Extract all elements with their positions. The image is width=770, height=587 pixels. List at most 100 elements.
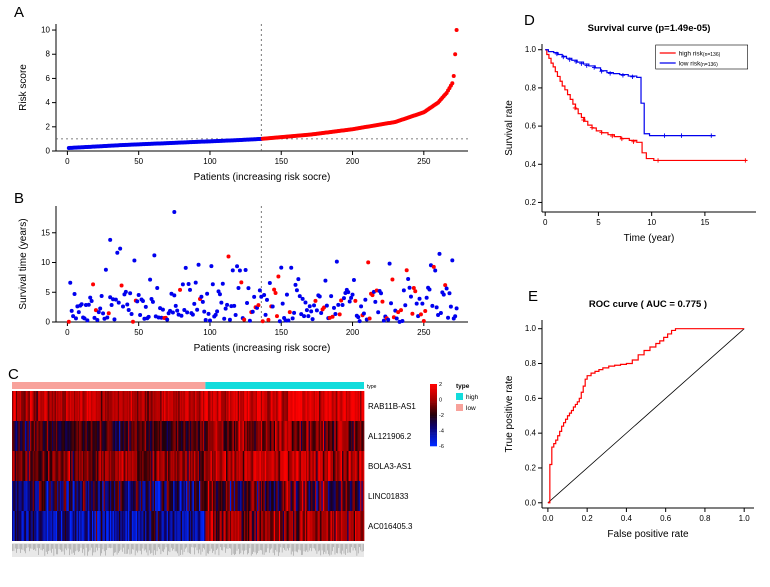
patient-point <box>341 296 346 301</box>
patient-point <box>252 294 257 299</box>
patient-point <box>272 287 277 292</box>
patient-point <box>331 305 336 310</box>
patient-point <box>113 297 118 302</box>
heatmap-row-label: RAB11B-AS1 <box>368 402 416 411</box>
x-tick-label: 150 <box>275 157 289 166</box>
patient-point <box>381 318 386 323</box>
patient-point <box>307 304 312 309</box>
x-tick-label: 250 <box>417 328 431 337</box>
patient-point <box>306 314 311 319</box>
patient-point <box>361 311 366 316</box>
patient-point <box>273 291 278 296</box>
patient-point <box>313 298 318 303</box>
type-legend-label: high <box>466 394 479 401</box>
patient-point <box>256 303 261 308</box>
patient-point <box>263 312 268 317</box>
y-tick-label: 0.8 <box>525 359 537 368</box>
patient-point <box>346 290 351 295</box>
outlier-point <box>108 237 113 242</box>
patient-point <box>390 277 395 282</box>
patient-point <box>103 267 108 272</box>
patient-point <box>303 300 308 305</box>
patient-point <box>132 258 137 263</box>
legend-tick-label: -4 <box>439 429 444 435</box>
y-tick-label: 0.8 <box>525 83 537 92</box>
patient-point <box>225 302 230 307</box>
patient-point <box>138 313 143 318</box>
panel-label-d: D <box>524 12 535 29</box>
patient-point <box>353 298 358 303</box>
patient-point <box>219 300 224 305</box>
patient-point <box>118 246 123 251</box>
x-tick-label: 1.0 <box>739 514 751 523</box>
patient-point <box>404 268 409 273</box>
patient-point <box>92 315 97 320</box>
patient-point <box>431 264 436 269</box>
patient-point <box>140 299 145 304</box>
patient-point <box>71 314 76 319</box>
patient-point <box>319 311 324 316</box>
patient-point <box>297 294 302 299</box>
risk-score-plot: 0 50 100 150 200 250 0 2 4 6 8 10 Patients (increasi… <box>18 24 468 183</box>
legend-label: low risk(n=136) <box>679 60 718 68</box>
patient-point <box>376 310 381 315</box>
patient-point <box>108 295 113 300</box>
patient-point <box>386 317 391 322</box>
patient-point <box>304 308 309 313</box>
legend-tick-label: -6 <box>439 444 444 450</box>
patient-point <box>434 305 439 310</box>
patient-point <box>186 282 191 287</box>
patient-point <box>349 295 354 300</box>
patient-point <box>183 265 188 270</box>
patient-point <box>178 287 183 292</box>
x-tick-label: 10 <box>647 218 656 227</box>
patient-point <box>125 302 130 307</box>
patient-point <box>172 293 177 298</box>
patient-point <box>330 314 335 319</box>
patient-point <box>373 299 378 304</box>
patient-point <box>259 294 264 299</box>
heatmap-row <box>12 511 365 541</box>
patient-point <box>396 310 401 315</box>
patient-point <box>293 282 298 287</box>
patient-point <box>106 311 111 316</box>
patient-point <box>379 291 384 296</box>
y-tick-label: 1.0 <box>525 45 537 54</box>
patient-point <box>150 299 155 304</box>
patient-point <box>236 285 241 290</box>
patient-point <box>215 309 220 314</box>
roc-curve <box>547 328 745 504</box>
chart-title: ROC curve ( AUC = 0.775 ) <box>589 299 707 310</box>
patient-point <box>339 298 344 303</box>
patient-point <box>79 302 84 307</box>
legend-box <box>655 44 748 70</box>
y-tick-label: 0.2 <box>525 198 537 207</box>
y-axis-title: True positive rate <box>504 375 515 452</box>
patient-point <box>416 314 421 319</box>
legend-label: high risk(n=136) <box>679 50 721 58</box>
x-tick-label: 0 <box>65 328 70 337</box>
heatmap-row-label: AC016405.3 <box>368 522 413 531</box>
x-tick-label: 15 <box>700 218 709 227</box>
patient-point <box>116 300 121 305</box>
patient-point <box>126 307 131 312</box>
patient-point <box>232 303 237 308</box>
x-axis-title: Patients (increasing risk socre) <box>194 343 331 354</box>
patient-point <box>136 292 141 297</box>
patient-point <box>98 306 103 311</box>
patient-point <box>274 314 279 319</box>
heatmap-row-label: AL121906.2 <box>368 432 412 441</box>
patient-point <box>359 304 364 309</box>
x-tick-label: 100 <box>203 157 217 166</box>
panel-label-a: A <box>14 4 25 21</box>
km-curve-low-risk <box>545 49 716 137</box>
patient-point <box>146 314 151 319</box>
patient-point <box>322 305 327 310</box>
patient-point <box>299 312 304 317</box>
patient-point <box>128 291 133 296</box>
y-tick-label: 0 <box>46 318 51 327</box>
patient-point <box>227 317 232 322</box>
x-tick-label: 0 <box>543 218 548 227</box>
type-legend-swatch <box>456 404 463 411</box>
patient-point <box>417 296 422 301</box>
